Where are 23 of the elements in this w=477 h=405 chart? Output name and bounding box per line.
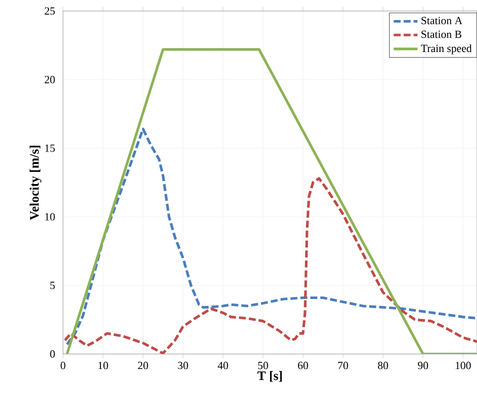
x-tick-label: 10 (98, 362, 108, 370)
y-tick-label: 15 (45, 144, 55, 152)
x-tick-label: 50 (258, 362, 268, 370)
y-tick-label: 20 (44, 76, 55, 84)
y-tick-label: 5 (50, 282, 55, 290)
x-tick-label: 80 (378, 362, 388, 370)
legend-label: Train speed (420, 44, 472, 54)
x-tick-label: 60 (298, 362, 308, 370)
x-tick-label: 100 (456, 362, 471, 370)
line-series (64, 177, 477, 354)
y-tick-label: 25 (44, 7, 55, 15)
y-axis-title: Velocity [m/s] (30, 146, 42, 220)
x-tick-label: 70 (338, 362, 348, 370)
legend-label: Station B (422, 30, 462, 38)
x-tick-label: 0 (60, 362, 66, 370)
x-tick-label: 40 (218, 362, 228, 370)
y-tick-label: 0 (50, 350, 55, 358)
legend-label: Station A (422, 16, 462, 24)
x-tick-label: 20 (138, 362, 148, 370)
x-tick-label: 90 (418, 362, 428, 370)
x-axis-title: T [s] (257, 371, 282, 382)
x-tick-label: 30 (178, 362, 188, 370)
y-tick-label: 10 (45, 213, 55, 220)
